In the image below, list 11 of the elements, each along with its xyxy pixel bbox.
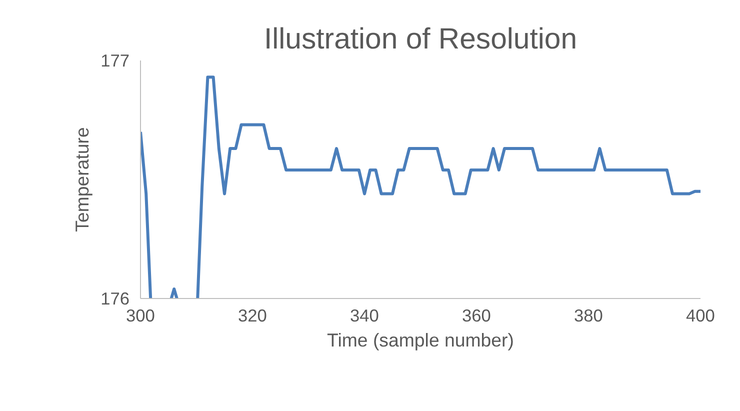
x-tick-label: 360 xyxy=(462,306,491,326)
y-axis-title: Temperature xyxy=(72,127,93,232)
x-tick-label: 300 xyxy=(126,306,155,326)
x-tick-label: 400 xyxy=(686,306,715,326)
y-tick-label: 176 xyxy=(100,288,130,308)
y-tick-label: 177 xyxy=(100,50,130,70)
x-axis-title: Time (sample number) xyxy=(327,330,514,350)
x-tick-label: 320 xyxy=(238,306,267,326)
chart-title: Illustration of Resolution xyxy=(264,22,578,56)
x-tick-label: 340 xyxy=(350,306,379,326)
x-tick-label: 380 xyxy=(574,306,603,326)
